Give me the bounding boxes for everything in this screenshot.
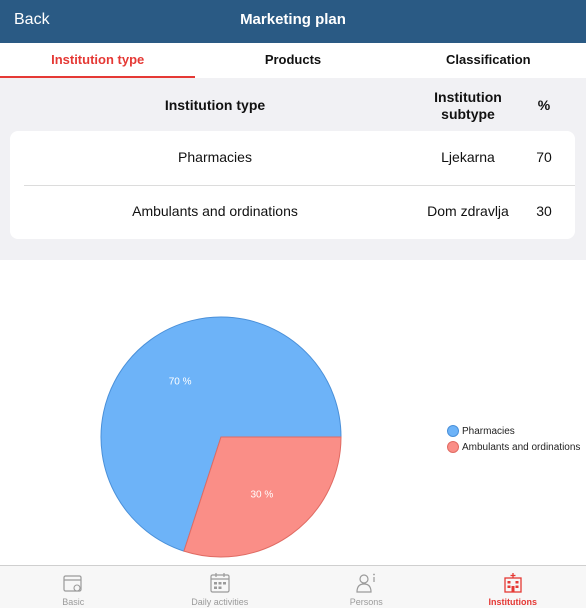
segment-tabs: Institution type Products Classification bbox=[0, 43, 586, 78]
slice-label: 70 % bbox=[169, 377, 192, 388]
bottom-tab-bar: Basic Daily activities bbox=[0, 565, 586, 608]
tabbar-label: Institutions bbox=[488, 597, 538, 607]
row-divider bbox=[24, 185, 575, 186]
institution-table: Institution type Institution subtype % P… bbox=[0, 78, 586, 260]
cell-institution-subtype: Ljekarna bbox=[441, 149, 495, 165]
tabbar-item-basic[interactable]: Basic bbox=[0, 566, 147, 608]
header-percent: % bbox=[537, 97, 551, 113]
tab-institution-type[interactable]: Institution type bbox=[0, 43, 196, 78]
legend-label: Pharmacies bbox=[462, 425, 515, 437]
legend-item[interactable]: Pharmacies bbox=[447, 423, 580, 439]
navigation-bar: Back Marketing plan bbox=[0, 0, 586, 43]
tabbar-label: Daily activities bbox=[191, 597, 249, 607]
pie-slice[interactable] bbox=[100, 316, 342, 552]
cell-percent: 30 bbox=[536, 203, 552, 219]
cell-institution-type: Ambulants and ordinations bbox=[132, 203, 298, 219]
legend-swatch bbox=[447, 425, 459, 437]
legend-item[interactable]: Ambulants and ordinations bbox=[447, 439, 580, 455]
tab-products[interactable]: Products bbox=[264, 52, 322, 67]
chart-legend: Pharmacies Ambulants and ordinations bbox=[447, 423, 580, 455]
back-button[interactable]: Back bbox=[14, 11, 50, 28]
tabbar-item-persons[interactable]: Persons bbox=[293, 566, 440, 608]
table-row[interactable]: Pharmacies Ljekarna 70 bbox=[10, 131, 575, 185]
calendar-icon bbox=[210, 573, 230, 593]
legend-label: Ambulants and ordinations bbox=[462, 441, 581, 453]
tabbar-item-institutions[interactable]: Institutions bbox=[440, 566, 586, 608]
basic-icon bbox=[63, 575, 82, 592]
tabbar-item-daily-activities[interactable]: Daily activities bbox=[147, 566, 294, 608]
tabbar-label: Basic bbox=[62, 597, 85, 607]
table-card: Pharmacies Ljekarna 70 Ambulants and ord… bbox=[10, 131, 575, 239]
cell-institution-type: Pharmacies bbox=[178, 149, 252, 165]
person-icon bbox=[356, 573, 376, 593]
tabbar-label: Persons bbox=[349, 597, 383, 607]
hospital-icon bbox=[504, 573, 522, 593]
header-institution-subtype: Institution subtype bbox=[434, 89, 502, 122]
legend-swatch bbox=[447, 441, 459, 453]
cell-percent: 70 bbox=[536, 149, 552, 165]
pie-slice[interactable] bbox=[183, 436, 342, 558]
page-title: Marketing plan bbox=[240, 11, 346, 28]
cell-institution-subtype: Dom zdravlja bbox=[427, 203, 509, 219]
table-row[interactable]: Ambulants and ordinations Dom zdravlja 3… bbox=[10, 185, 575, 239]
pie-chart: 70 % 30 % bbox=[100, 316, 342, 558]
slice-label: 30 % bbox=[251, 489, 274, 500]
tab-classification[interactable]: Classification bbox=[446, 52, 531, 67]
table-header: Institution type Institution subtype % bbox=[0, 78, 586, 130]
header-institution-type: Institution type bbox=[164, 97, 266, 113]
